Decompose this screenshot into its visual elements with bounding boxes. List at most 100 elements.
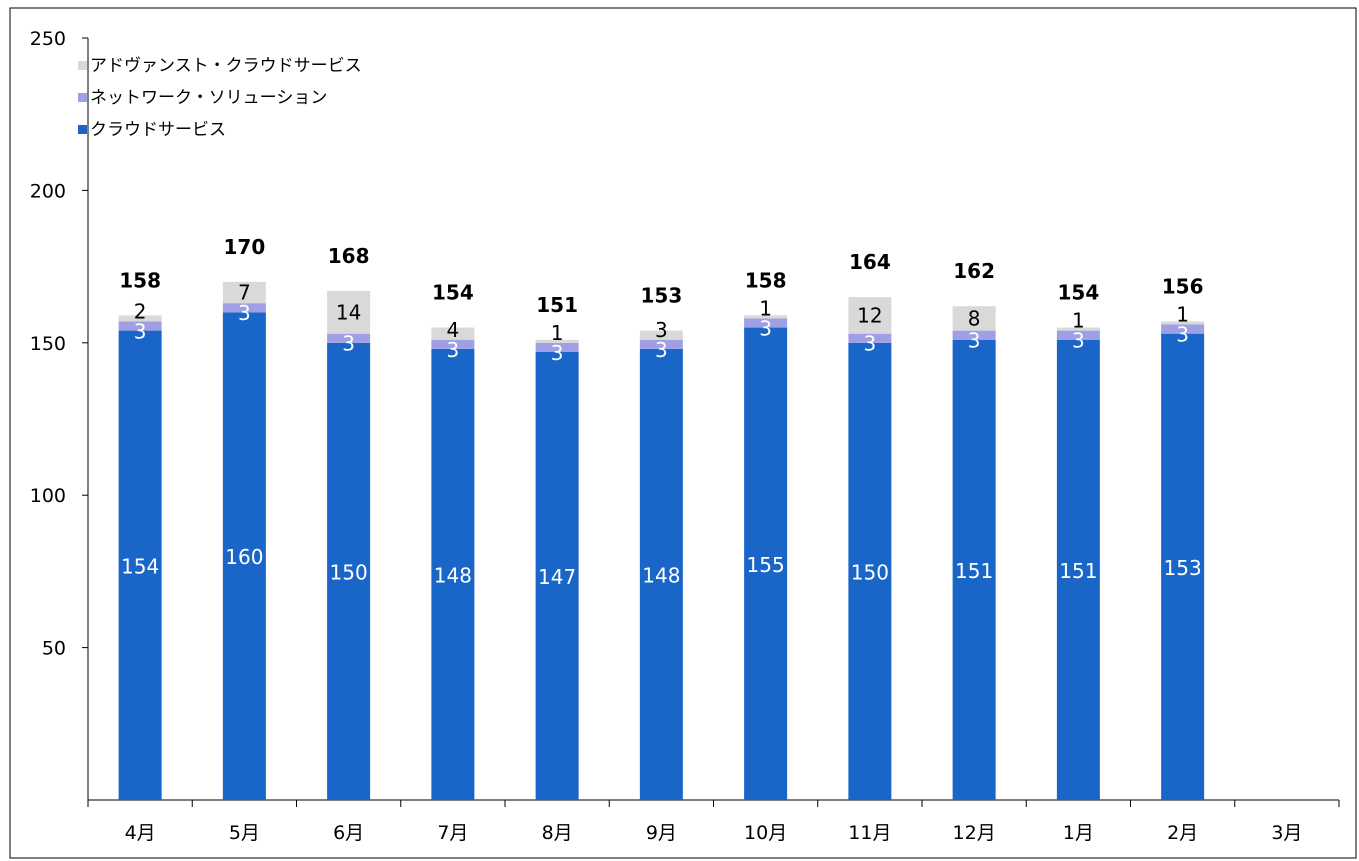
bar-segment [848, 333, 892, 343]
bar-segment [222, 303, 266, 313]
data-label: 3 [342, 332, 355, 356]
data-label: 153 [1164, 556, 1202, 580]
data-label: 2 [134, 299, 147, 323]
bar-segment [639, 348, 683, 800]
x-tick-label: 9月 [646, 822, 677, 844]
x-tick-label: 3月 [1271, 822, 1302, 844]
total-label: 170 [224, 235, 266, 259]
total-label: 154 [432, 281, 474, 305]
bar-segment [431, 348, 475, 800]
total-label: 154 [1058, 281, 1100, 305]
bar-segment [952, 339, 996, 800]
total-label: 156 [1162, 274, 1204, 298]
data-label: 3 [655, 338, 668, 362]
data-label: 7 [238, 281, 251, 305]
y-tick-label: 150 [30, 333, 66, 355]
total-label: 162 [953, 259, 995, 283]
data-label: 14 [336, 300, 361, 324]
bar-segment [744, 327, 788, 800]
x-tick-label: 5月 [229, 822, 260, 844]
data-label: 147 [538, 565, 576, 589]
bar-segment [118, 330, 162, 800]
bar-segment [952, 306, 996, 331]
bar-segment [1161, 321, 1205, 325]
x-tick-label: 1月 [1063, 822, 1094, 844]
data-label: 3 [1176, 323, 1189, 347]
bars: 1543215816037170150314168148341541473115… [118, 235, 1205, 800]
legend-entry: ネットワーク・ソリューション [90, 88, 327, 108]
data-label: 3 [655, 318, 668, 342]
x-tick-label: 7月 [437, 822, 468, 844]
bar-segment [118, 321, 162, 331]
bar-segment [327, 333, 371, 343]
data-label: 3 [1072, 329, 1085, 353]
data-label: 12 [857, 303, 882, 327]
x-tick-label: 6月 [333, 822, 364, 844]
data-label: 3 [968, 329, 981, 353]
data-label: 3 [447, 338, 460, 362]
bar-segment [327, 290, 371, 334]
data-label: 8 [968, 306, 981, 330]
total-label: 153 [641, 284, 683, 308]
axes: 50 100 150 200 250 4月 5月 6月 7月 8月 9月 10月 11月 12月 1月 2月 3… [9, 7, 1357, 859]
data-label: 3 [134, 319, 147, 343]
data-label: 151 [955, 559, 993, 583]
chart-frame [9, 7, 1357, 859]
bar-segment [118, 315, 162, 322]
bar-segment [535, 351, 579, 800]
data-label: 160 [225, 545, 263, 569]
bar-segment [327, 342, 371, 800]
bar-segment [1056, 339, 1100, 800]
bar-segment [1056, 330, 1100, 340]
bar-segment [848, 297, 892, 334]
y-tick-label: 200 [30, 180, 66, 202]
legend-entry: アドヴァンスト・クラウドサービス [90, 56, 362, 76]
x-tick-label: 12月 [953, 822, 996, 844]
bar-segment [1161, 324, 1205, 334]
bar-segment [639, 339, 683, 349]
total-label: 164 [849, 250, 891, 274]
legend-swatch [78, 93, 87, 102]
data-label: 4 [447, 318, 460, 342]
data-label: 155 [747, 553, 785, 577]
y-tick-label: 100 [30, 485, 66, 507]
y-tick-label: 250 [30, 28, 66, 50]
data-label: 1 [759, 296, 772, 320]
data-label: 150 [851, 560, 889, 584]
total-label: 158 [119, 268, 161, 292]
data-label: 148 [642, 563, 680, 587]
x-tick-label: 2月 [1167, 822, 1198, 844]
total-label: 158 [745, 268, 787, 292]
x-tick-label: 11月 [848, 822, 891, 844]
legend-swatch [78, 61, 87, 70]
bar-segment [222, 281, 266, 304]
x-tick-label: 10月 [744, 822, 787, 844]
data-label: 1 [1072, 309, 1085, 333]
bar-segment [952, 330, 996, 340]
bar-segment [222, 312, 266, 800]
data-label: 150 [330, 560, 368, 584]
total-label: 151 [536, 293, 578, 317]
bar-segment [431, 327, 475, 340]
x-tick-label: 8月 [542, 822, 573, 844]
data-label: 148 [434, 563, 472, 587]
bar-segment [639, 330, 683, 340]
bar-segment [848, 342, 892, 800]
bar-segment [744, 318, 788, 328]
data-label: 3 [238, 301, 251, 325]
data-label: 3 [551, 341, 564, 365]
data-label: 3 [759, 316, 772, 340]
data-label: 151 [1059, 559, 1097, 583]
y-tick-label: 50 [42, 638, 66, 660]
x-tick-label: 4月 [125, 822, 156, 844]
bar-segment [744, 315, 788, 319]
total-label: 168 [328, 244, 370, 268]
data-label: 154 [121, 554, 159, 578]
legend-swatch [78, 125, 87, 134]
bar-segment [431, 339, 475, 349]
data-label: 3 [864, 332, 877, 356]
data-label: 1 [1176, 303, 1189, 327]
bar-segment [535, 342, 579, 352]
